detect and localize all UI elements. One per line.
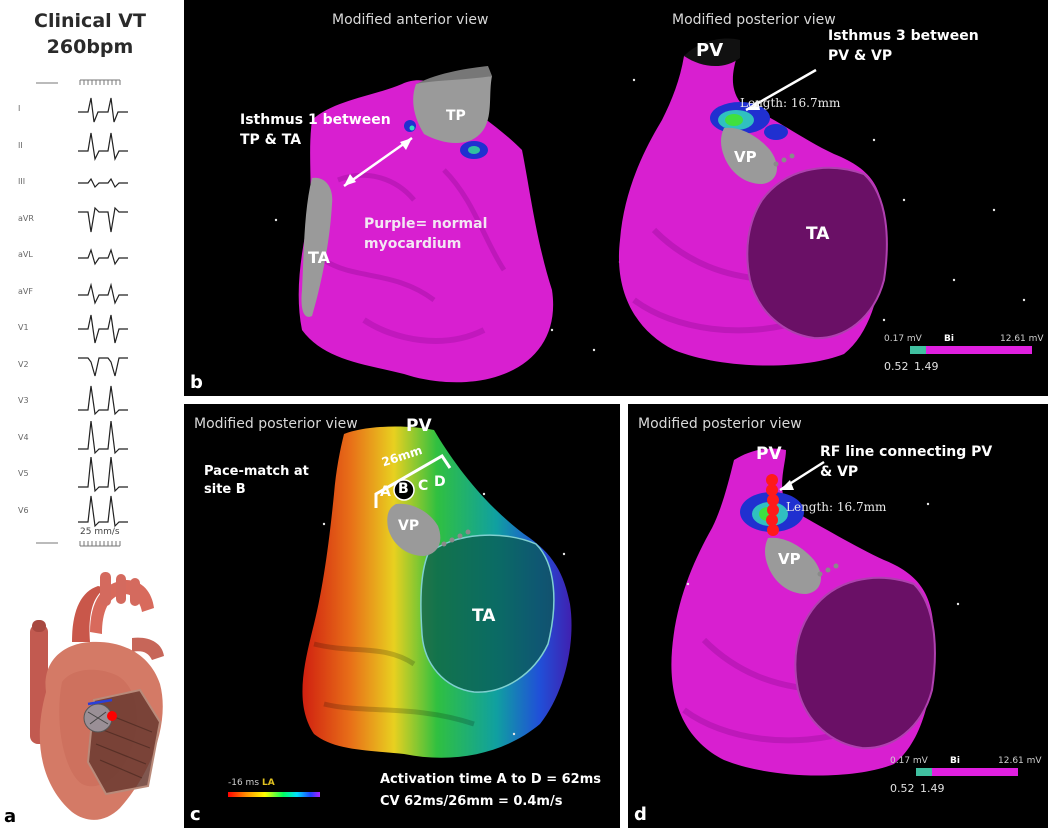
- ecg-speed: 25 mm/s: [80, 527, 120, 537]
- heart-illustration: [30, 572, 164, 820]
- isthmus1-label-line1: Isthmus 1 between: [240, 112, 391, 128]
- ecg-lead-label: aVL: [18, 250, 33, 259]
- panel-letter-b: b: [190, 372, 203, 393]
- vp-label-b: VP: [734, 148, 757, 166]
- ecg-lead-row: V5: [18, 457, 138, 493]
- ecg-lead-row: V1: [18, 311, 138, 345]
- isthmus1-label-line2: TP & TA: [240, 132, 302, 148]
- purple-legend-line1: Purple= normal: [364, 216, 488, 232]
- ecg-lead-label: V5: [18, 469, 29, 478]
- length-readout-b: Length: 16.7mm: [740, 96, 841, 110]
- ecg-lead-trace: [78, 314, 128, 344]
- ecg-lead-row: I: [18, 92, 138, 126]
- site-c-label: C: [418, 478, 429, 494]
- ecg-lead-trace: [78, 248, 128, 266]
- ecg-lead-label: V1: [18, 323, 29, 332]
- ecg-rate: 260bpm: [46, 36, 134, 58]
- pace-match-line1: Pace-match at: [204, 464, 309, 479]
- ecg-lead-row: aVR: [18, 202, 138, 236]
- panel-c: Modified posterior view PV Pace-match at…: [184, 404, 620, 828]
- ecg-lead-row: aVF: [18, 275, 138, 309]
- voltage-scale-max-d: 12.61 mV: [998, 756, 1042, 766]
- voltage-scale-min-b: 0.17 mV: [884, 334, 922, 344]
- rf-line-label-line1: RF line connecting PV: [820, 444, 993, 460]
- panel-d: Modified posterior view PV RF line conne…: [628, 404, 1048, 828]
- voltage-scale-low-b: 0.52: [884, 360, 909, 373]
- pv-label-b: PV: [696, 40, 724, 61]
- pace-match-line2: site B: [204, 482, 246, 497]
- panel-letter-a: a: [4, 806, 17, 827]
- ecg-lead-label: V6: [18, 505, 29, 515]
- ecg-lead-label: V4: [18, 432, 29, 442]
- ecg-lead-trace: [78, 457, 128, 493]
- ecg-lead-trace: [78, 177, 128, 189]
- ecg-title: Clinical VT: [34, 10, 146, 32]
- ecg-lead-row: II: [18, 129, 138, 163]
- anterior-view-title: Modified anterior view: [332, 12, 489, 28]
- voltage-scale-mode-d: Bi: [950, 756, 960, 766]
- conduction-velocity-text: CV 62ms/26mm = 0.4m/s: [380, 794, 563, 809]
- activation-scale-min: -16 ms: [228, 778, 260, 788]
- panel-c-activation-map: [228, 426, 572, 797]
- voltage-scale-high-b: 1.49: [914, 360, 939, 373]
- pv-label-d: PV: [756, 444, 782, 464]
- length-readout-d: Length: 16.7mm: [786, 500, 887, 514]
- voltage-scale-max-b: 12.61 mV: [1000, 334, 1044, 344]
- panel-d-voltage-map: [671, 448, 1018, 776]
- ecg-calibration-bottom: [36, 541, 121, 547]
- isthmus3-label-line2: PV & VP: [828, 48, 893, 64]
- ecg-lead-label: aVF: [18, 286, 33, 296]
- ecg-lead-row: V6: [18, 494, 138, 528]
- ta-label-c: TA: [472, 606, 496, 626]
- voltage-scale-high-d: 1.49: [920, 782, 945, 795]
- rf-line-label-line2: & VP: [820, 464, 859, 480]
- ecg-lead-trace: [78, 206, 128, 232]
- ecg-lead-label: I: [18, 104, 21, 113]
- posterior-view-title-b: Modified posterior view: [672, 12, 836, 28]
- site-d-label: D: [434, 474, 446, 490]
- panel-letter-d: d: [634, 804, 647, 825]
- vp-label-d: VP: [778, 550, 801, 568]
- panel-b: Modified anterior view Modified posterio…: [184, 0, 1048, 396]
- ta-label-posterior: TA: [806, 224, 830, 244]
- voltage-scale-min-d: 0.17 mV: [890, 756, 928, 766]
- posterior-view-title-d: Modified posterior view: [638, 416, 802, 432]
- posterior-view-title-c: Modified posterior view: [194, 416, 358, 432]
- site-a-label: A: [380, 484, 391, 500]
- ta-label-anterior: TA: [308, 248, 331, 267]
- ecg-lead-label: aVR: [18, 213, 34, 223]
- tp-label: TP: [446, 108, 466, 124]
- ecg-lead-trace: [78, 356, 128, 376]
- isthmus3-label-line1: Isthmus 3 between: [828, 28, 979, 44]
- panel-letter-c: c: [190, 804, 201, 825]
- ecg-lead-label: II: [18, 140, 23, 150]
- purple-legend-line2: myocardium: [364, 236, 462, 252]
- activation-time-text: Activation time A to D = 62ms: [380, 772, 601, 787]
- ecg-lead-trace: [78, 420, 128, 454]
- ecg-lead-row: V3: [18, 384, 138, 418]
- ecg-lead-trace: [78, 495, 128, 527]
- ecg-lead-label: V3: [18, 396, 29, 405]
- voltage-scale-mode-b: Bi: [944, 334, 954, 344]
- ecg-lead-label: III: [18, 177, 26, 186]
- ecg-lead-trace: [78, 97, 128, 123]
- vp-label-c: VP: [398, 518, 420, 534]
- pv-label-c: PV: [406, 416, 432, 436]
- activation-scale-mode: LA: [262, 778, 275, 788]
- voltage-scale-low-d: 0.52: [890, 782, 915, 795]
- panel-b-maps: [274, 38, 1032, 383]
- ecg-lead-row: aVL: [18, 238, 138, 272]
- ecg-lead-trace: [78, 385, 128, 416]
- site-b-label: B: [398, 481, 409, 497]
- ecg-lead-row: V2: [18, 348, 138, 382]
- ecg-lead-trace: [78, 282, 128, 305]
- ecg-lead-row: III: [18, 165, 138, 199]
- ecg-lead-row: V4: [18, 420, 138, 455]
- ecg-calibration-top: [36, 79, 121, 85]
- ecg-lead-label: V2: [18, 359, 29, 369]
- ecg-lead-trace: [78, 132, 128, 161]
- ecg-column: Clinical VT 260bpm I II III aVR aVL aVF V1 V2 V3…: [0, 0, 180, 828]
